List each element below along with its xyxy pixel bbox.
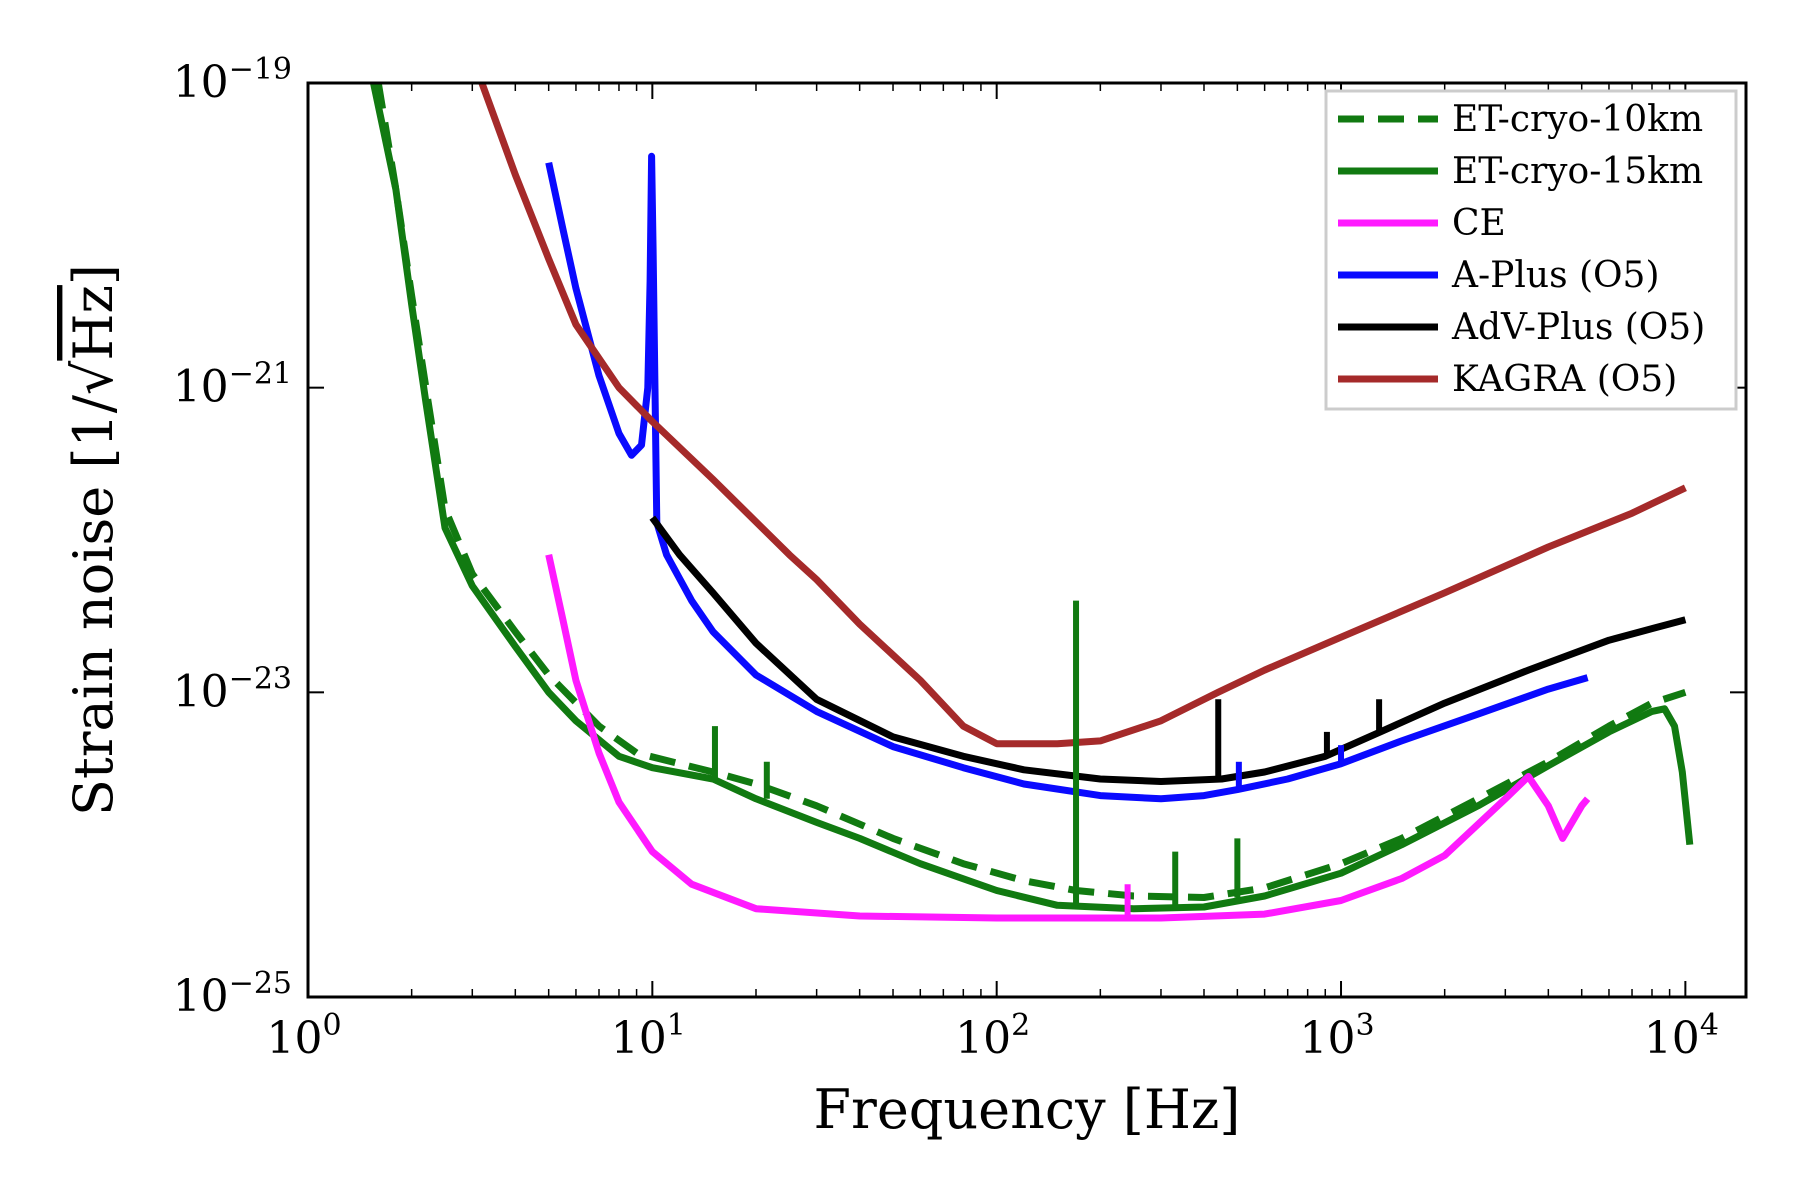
series-line-5 — [478, 83, 1687, 748]
legend-label: A-Plus (O5) — [1451, 255, 1660, 296]
series-line-4 — [649, 515, 1687, 785]
x-axis-label: Frequency [Hz] — [814, 1078, 1241, 1141]
sqrt-sign: √ — [62, 360, 125, 395]
legend-label: ET-cryo-10km — [1452, 99, 1703, 140]
ticks-layer: 100 101 102 103 104 10−25 10−23 10−21 10−19 — [173, 52, 1746, 1064]
x-tick-label: 102 — [955, 1008, 1030, 1064]
y-axis-title: Strain noise [1/√Hz] — [62, 264, 125, 816]
y-tick-label: 10−25 — [173, 966, 292, 1022]
series-line-2 — [545, 554, 1591, 922]
x-tick-label: 100 — [266, 1008, 341, 1064]
legend-label: CE — [1452, 203, 1506, 244]
series-line-1 — [370, 83, 1694, 913]
legend-label: ET-cryo-15km — [1452, 151, 1703, 192]
legend-label: AdV-Plus (O5) — [1451, 307, 1705, 348]
x-tick-label: 104 — [1644, 1008, 1719, 1064]
x-tick-label: 101 — [611, 1008, 686, 1064]
legend-label: KAGRA (O5) — [1452, 359, 1677, 400]
series-layer — [370, 83, 1694, 922]
legend: ET-cryo-10km ET-cryo-15km CE A-Plus (O5) AdV… — [1324, 89, 1738, 411]
series-line-0 — [374, 83, 1687, 901]
y-tick-label: 10−21 — [173, 357, 292, 413]
y-axis-label: Strain noise [1/√Hz] — [62, 264, 125, 816]
plot-frame — [306, 81, 1748, 999]
y-tick-label: 10−19 — [173, 52, 292, 108]
y-tick-label: 10−23 — [173, 661, 292, 717]
series-line-3 — [545, 152, 1589, 803]
x-axis-title: Frequency [Hz] — [814, 1078, 1241, 1141]
y-axis-root-text: Hz — [62, 285, 125, 361]
x-tick-label: 103 — [1299, 1008, 1374, 1064]
legend-box — [1324, 89, 1738, 411]
